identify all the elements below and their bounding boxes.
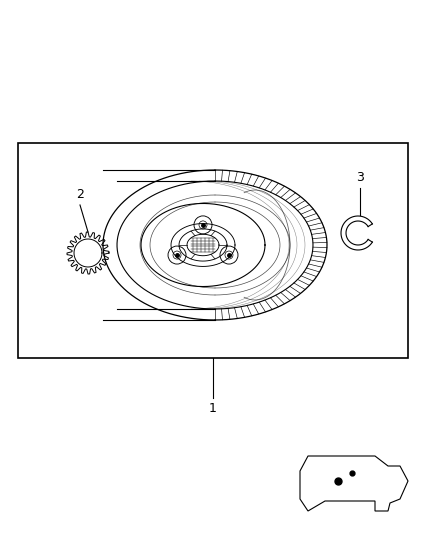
Text: 3: 3 [356,171,364,184]
Text: 2: 2 [76,188,84,201]
Text: 1: 1 [209,402,217,415]
Bar [18,143,408,358]
